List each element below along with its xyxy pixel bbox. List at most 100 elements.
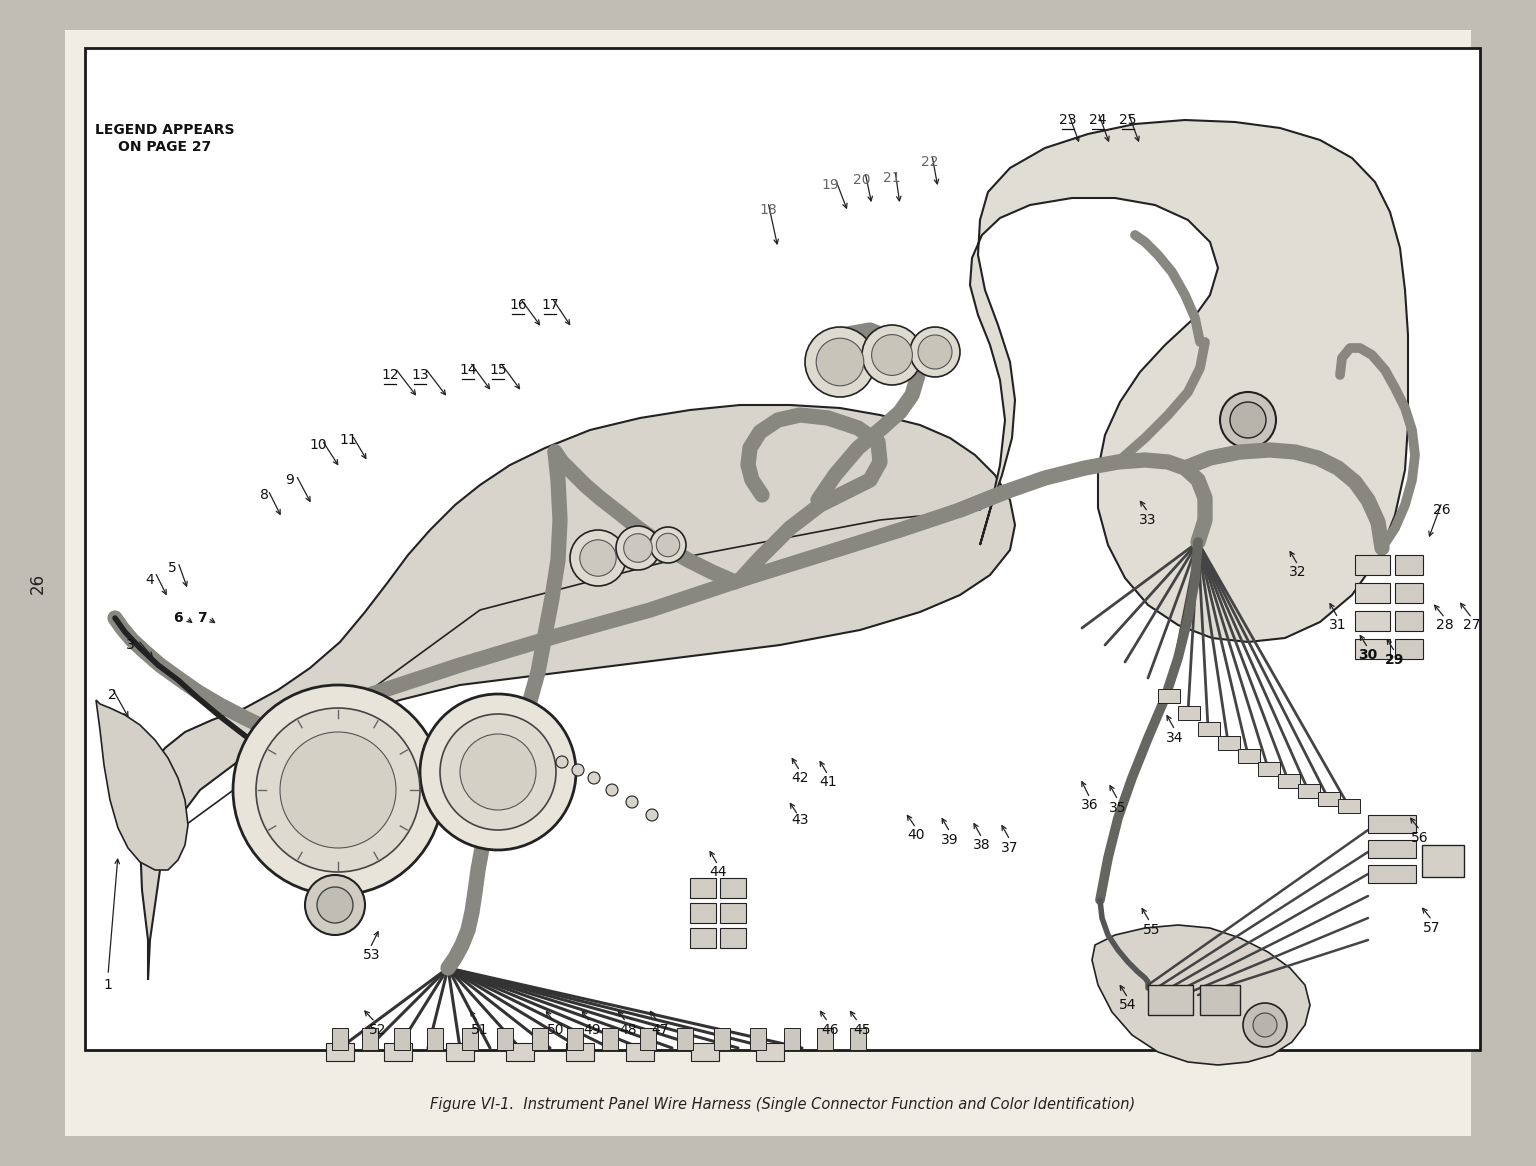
Circle shape: [570, 531, 627, 586]
Circle shape: [909, 326, 960, 377]
Text: 55: 55: [1143, 923, 1161, 937]
Text: 18: 18: [759, 203, 777, 217]
Text: 24: 24: [1089, 113, 1107, 127]
Circle shape: [871, 335, 912, 375]
Circle shape: [588, 772, 601, 784]
Text: 53: 53: [362, 948, 381, 962]
Text: 26: 26: [1433, 503, 1452, 517]
Text: 14: 14: [459, 363, 476, 377]
Bar: [720, 902, 746, 923]
Text: 32: 32: [1289, 566, 1307, 580]
Text: 37: 37: [1001, 841, 1018, 855]
Text: 42: 42: [791, 771, 809, 785]
Circle shape: [316, 887, 353, 923]
Bar: [332, 1028, 349, 1051]
Bar: [691, 1044, 719, 1061]
Circle shape: [257, 708, 419, 872]
Text: 38: 38: [974, 838, 991, 852]
Circle shape: [816, 338, 863, 386]
Text: 39: 39: [942, 833, 958, 847]
Bar: [531, 1028, 548, 1051]
Text: 21: 21: [883, 171, 900, 185]
Bar: [427, 1028, 442, 1051]
Text: 52: 52: [369, 1023, 387, 1037]
Text: 12: 12: [381, 368, 399, 382]
Bar: [1369, 840, 1416, 858]
Bar: [1147, 985, 1193, 1014]
Circle shape: [233, 684, 442, 895]
Text: 7: 7: [197, 611, 207, 625]
Bar: [1395, 639, 1422, 659]
Circle shape: [439, 714, 556, 830]
Text: LEGEND APPEARS
ON PAGE 27: LEGEND APPEARS ON PAGE 27: [95, 122, 235, 154]
Text: 31: 31: [1329, 618, 1347, 632]
Text: 28: 28: [1436, 618, 1453, 632]
Polygon shape: [1092, 925, 1310, 1065]
Bar: [565, 1044, 594, 1061]
Text: 48: 48: [619, 1023, 637, 1037]
Circle shape: [647, 809, 657, 821]
Bar: [690, 902, 716, 923]
Bar: [567, 1028, 584, 1051]
Bar: [1200, 985, 1240, 1014]
Text: 56: 56: [1412, 831, 1428, 845]
Bar: [1422, 845, 1464, 877]
Circle shape: [919, 335, 952, 368]
Circle shape: [280, 732, 396, 848]
Bar: [1218, 736, 1240, 750]
Bar: [1178, 705, 1200, 719]
Bar: [1395, 611, 1422, 631]
Bar: [677, 1028, 693, 1051]
Bar: [641, 1028, 656, 1051]
Circle shape: [624, 534, 653, 562]
Circle shape: [1253, 1013, 1276, 1037]
Bar: [498, 1028, 513, 1051]
Bar: [1395, 583, 1422, 603]
Text: 9: 9: [286, 473, 295, 487]
Text: 4: 4: [146, 573, 155, 586]
Bar: [756, 1044, 783, 1061]
Bar: [326, 1044, 353, 1061]
Circle shape: [556, 756, 568, 768]
Bar: [1369, 865, 1416, 883]
Text: 45: 45: [854, 1023, 871, 1037]
Bar: [384, 1044, 412, 1061]
Text: 2: 2: [108, 688, 117, 702]
Text: 5: 5: [167, 561, 177, 575]
Bar: [817, 1028, 833, 1051]
Text: 43: 43: [791, 813, 809, 827]
Text: 6: 6: [174, 611, 183, 625]
Bar: [1355, 611, 1390, 631]
Text: 19: 19: [822, 178, 839, 192]
Text: 40: 40: [908, 828, 925, 842]
Text: 34: 34: [1166, 731, 1184, 745]
Text: Figure VI-1.  Instrument Panel Wire Harness (Single Connector Function and Color: Figure VI-1. Instrument Panel Wire Harne…: [430, 1097, 1135, 1112]
Bar: [395, 1028, 410, 1051]
Text: 26: 26: [29, 573, 48, 593]
Text: 17: 17: [541, 298, 559, 312]
Text: 57: 57: [1424, 921, 1441, 935]
Bar: [627, 1044, 654, 1061]
Circle shape: [1230, 402, 1266, 438]
Bar: [1355, 555, 1390, 575]
Circle shape: [805, 326, 876, 396]
Polygon shape: [971, 120, 1409, 642]
Bar: [1158, 689, 1180, 703]
Text: 3: 3: [126, 638, 134, 652]
Circle shape: [579, 540, 616, 576]
Bar: [1198, 722, 1220, 736]
Text: 8: 8: [260, 489, 269, 503]
Bar: [849, 1028, 866, 1051]
Text: 23: 23: [1060, 113, 1077, 127]
Bar: [783, 1028, 800, 1051]
Bar: [1369, 815, 1416, 833]
Circle shape: [571, 764, 584, 777]
Circle shape: [862, 325, 922, 385]
Circle shape: [650, 527, 687, 563]
Circle shape: [306, 874, 366, 935]
Bar: [1318, 792, 1339, 806]
Bar: [1238, 749, 1260, 763]
Text: 47: 47: [651, 1023, 668, 1037]
Text: 33: 33: [1140, 513, 1157, 527]
Text: 49: 49: [584, 1023, 601, 1037]
